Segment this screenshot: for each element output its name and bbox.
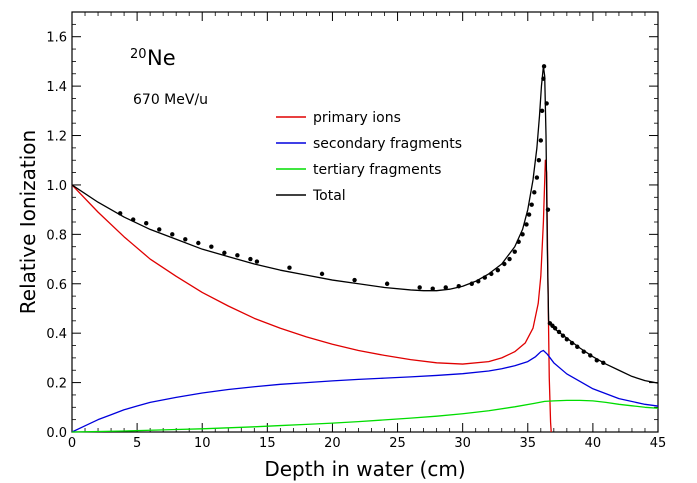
measured-point — [532, 190, 537, 195]
measured-point — [443, 285, 448, 290]
measured-point — [539, 108, 545, 114]
measured-point — [222, 250, 227, 256]
measured-point — [157, 227, 162, 232]
measured-point — [524, 222, 529, 227]
y-tick-label: 0.2 — [46, 377, 67, 392]
x-tick-label: 40 — [585, 436, 602, 451]
measured-point — [287, 265, 292, 270]
x-axis-label: Depth in water (cm) — [264, 457, 465, 481]
y-tick-label: 1.0 — [46, 179, 67, 194]
legend-label-tertiary: tertiary fragments — [313, 162, 441, 178]
measured-point — [248, 256, 253, 262]
beam-energy: 670 MeV/u — [133, 92, 208, 108]
measured-point — [502, 261, 507, 267]
measured-point — [430, 286, 435, 291]
isotope-symbol: Ne — [147, 46, 176, 70]
axis-ticks: 0 5 10 15 20 25 30 35 40 45 0.0 0.2 0.4 0.6 0.8 1.0 1.2 1… — [46, 11, 667, 451]
primary-ions-line — [71, 159, 552, 433]
y-tick-label: 0.4 — [46, 327, 67, 342]
measured-point — [544, 101, 549, 106]
measured-point — [209, 244, 214, 249]
measured-point — [516, 239, 521, 244]
measured-point — [541, 64, 547, 69]
measured-point — [384, 281, 390, 286]
measured-point — [564, 337, 570, 342]
measured-points — [117, 64, 606, 366]
measured-point — [117, 211, 123, 216]
legend: primary ions secondary fragments tertiar… — [276, 110, 462, 204]
y-tick-label: 1.6 — [46, 31, 67, 46]
measured-point — [569, 340, 575, 346]
measured-point — [170, 232, 175, 237]
measured-point — [469, 281, 474, 286]
y-tick-label: 0.0 — [46, 426, 67, 441]
measured-point — [254, 259, 260, 264]
measured-point — [601, 360, 606, 366]
measured-point — [552, 326, 558, 331]
x-tick-label: 35 — [520, 436, 537, 451]
secondary-fragments-line — [71, 349, 659, 433]
measured-point — [196, 240, 201, 246]
y-axis-label: Relative Ionization — [16, 130, 40, 314]
y-tick-label: 0.6 — [46, 278, 67, 293]
measured-point — [594, 358, 599, 363]
measured-point — [575, 344, 580, 349]
x-tick-label: 20 — [324, 436, 341, 451]
legend-label-secondary: secondary fragments — [313, 136, 462, 152]
y-tick-label: 0.8 — [46, 228, 67, 243]
measured-point — [507, 256, 512, 262]
measured-point — [183, 237, 188, 242]
measured-point — [541, 76, 546, 81]
x-tick-label: 10 — [194, 436, 211, 451]
measured-point — [538, 138, 543, 143]
measured-point — [476, 279, 481, 284]
measured-point — [588, 353, 593, 358]
measured-point — [489, 271, 494, 277]
measured-point — [352, 277, 357, 283]
measured-point — [581, 349, 586, 354]
measured-point — [482, 275, 487, 280]
tertiary-fragments-line — [71, 399, 659, 433]
measured-point — [560, 333, 566, 338]
x-tick-label: 25 — [389, 436, 406, 451]
x-tick-label: 5 — [133, 436, 141, 451]
legend-label-primary: primary ions — [313, 110, 401, 126]
measured-point — [545, 207, 551, 212]
x-tick-label: 45 — [650, 436, 667, 451]
measured-point — [526, 212, 532, 217]
legend-label-total: Total — [312, 188, 346, 204]
measured-point — [235, 253, 240, 258]
measured-point — [512, 249, 517, 254]
measured-point — [520, 232, 525, 237]
y-tick-label: 1.4 — [46, 80, 67, 95]
measured-point — [417, 285, 422, 290]
measured-point — [319, 271, 325, 277]
measured-point — [131, 217, 136, 222]
measured-point — [534, 175, 540, 180]
x-tick-label: 0 — [68, 436, 76, 451]
measured-point — [495, 267, 501, 273]
measured-point — [529, 202, 534, 207]
x-tick-label: 15 — [259, 436, 276, 451]
x-tick-label: 30 — [454, 436, 471, 451]
measured-point — [456, 284, 461, 289]
isotope-mass-number: 20 — [130, 47, 147, 62]
measured-point — [556, 329, 562, 335]
y-tick-label: 1.2 — [46, 130, 67, 145]
measured-point — [144, 221, 149, 226]
measured-point — [536, 158, 542, 163]
